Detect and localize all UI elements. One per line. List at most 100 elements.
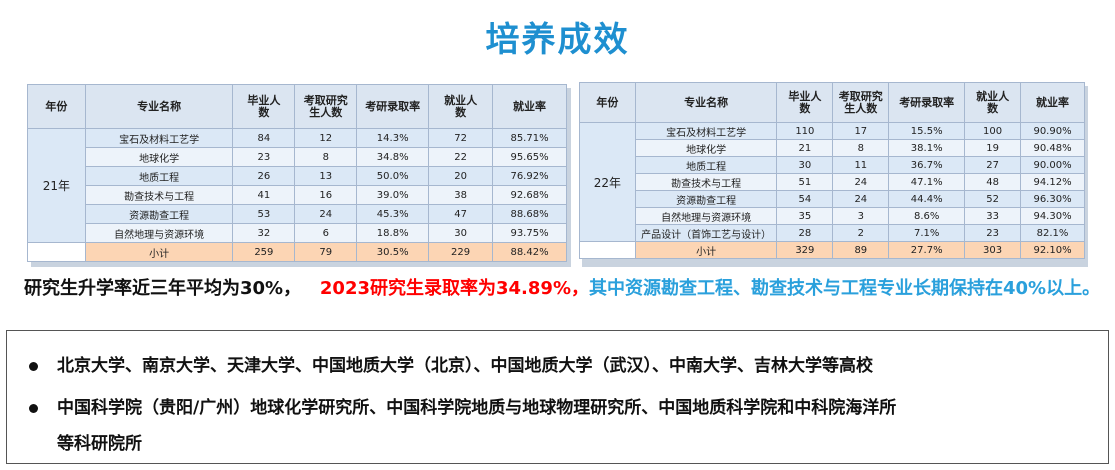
- employment-table-2022: 年份 专业名称 毕业人数 考取研究生人数 考研录取率 就业人数 就业率 22年宝…: [579, 82, 1085, 259]
- value-cell: 90.00%: [1020, 156, 1085, 174]
- value-cell: 30: [776, 156, 834, 174]
- header-postgrad-rate: 考研录取率: [356, 84, 430, 129]
- major-name-cell: 产品设计（首饰工艺与设计）: [634, 224, 778, 242]
- value-cell: 11: [832, 156, 890, 174]
- value-cell: 8: [832, 139, 890, 157]
- value-cell: 76.92%: [492, 166, 567, 186]
- value-cell: 34.8%: [356, 147, 430, 167]
- major-name-cell: 自然地理与资源环境: [634, 207, 778, 225]
- table-row: 自然地理与资源环境 32 6 18.8% 30 93.75%: [28, 223, 567, 243]
- subtotal-value: 79: [294, 242, 358, 262]
- table-row: 22年 宝石及材料工艺学 110 17 15.5% 100 90.90%: [579, 122, 1085, 242]
- major-name-cell: 资源勘查工程: [84, 204, 234, 224]
- value-cell: 35: [776, 207, 834, 225]
- value-cell: 6: [294, 223, 358, 243]
- value-cell: 41: [232, 185, 296, 205]
- value-cell: 12: [294, 128, 358, 148]
- year-cell: 22年: [579, 122, 636, 242]
- value-cell: 94.12%: [1020, 173, 1085, 191]
- destination-universities: 北京大学、南京大学、天津大学、中国地质大学（北京）、中国地质大学（武汉）、中南大…: [57, 356, 873, 376]
- subtotal-value: 89: [832, 241, 890, 259]
- subtotal-label: 小计: [634, 241, 778, 259]
- table-row: 勘查技术与工程 51 24 47.1% 48 94.12%: [580, 173, 1085, 191]
- page-title: 培养成效: [485, 20, 630, 60]
- value-cell: 47.1%: [888, 173, 966, 191]
- subtotal-value: 259: [232, 242, 296, 262]
- table-row: 资源勘查工程 53 24 45.3% 47 88.68%: [28, 204, 567, 224]
- blank-cell: [579, 241, 636, 259]
- value-cell: 45.3%: [356, 204, 430, 224]
- value-cell: 92.68%: [492, 185, 567, 205]
- value-cell: 33: [964, 207, 1022, 225]
- value-cell: 85.71%: [492, 128, 567, 148]
- bullet-dot: [29, 404, 38, 413]
- value-cell: 82.1%: [1020, 224, 1085, 242]
- header-year: 年份: [27, 84, 86, 129]
- header-postgrad-count: 考取研究生人数: [294, 84, 358, 129]
- value-cell: 22: [428, 147, 494, 167]
- value-cell: 48: [964, 173, 1022, 191]
- value-cell: 8.6%: [888, 207, 966, 225]
- subtotal-label: 小计: [84, 242, 234, 262]
- header-major: 专业名称: [84, 84, 234, 129]
- value-cell: 47: [428, 204, 494, 224]
- header-postgrad-count: 考取研究生人数: [832, 82, 890, 123]
- value-cell: 7.1%: [888, 224, 966, 242]
- major-name-cell: 地球化学: [634, 139, 778, 157]
- value-cell: 21: [776, 139, 834, 157]
- subtotal-value: 27.7%: [888, 241, 966, 259]
- summary-long-term: 其中资源勘查工程、勘查技术与工程专业长期保持在40%以上。: [588, 278, 1101, 299]
- subtotal-value: 303: [964, 241, 1022, 259]
- value-cell: 52: [964, 190, 1022, 208]
- major-name-cell: 地球化学: [84, 147, 234, 167]
- value-cell: 95.65%: [492, 147, 567, 167]
- header-graduates: 毕业人数: [232, 84, 296, 129]
- value-cell: 16: [294, 185, 358, 205]
- major-name-cell: 勘查技术与工程: [84, 185, 234, 205]
- header-postgrad-rate: 考研录取率: [888, 82, 966, 123]
- subtotal-value: 88.42%: [492, 242, 567, 262]
- value-cell: 51: [776, 173, 834, 191]
- header-employed: 就业人数: [964, 82, 1022, 123]
- destination-institutes-cont: 等科研院所: [57, 434, 142, 454]
- header-year: 年份: [579, 82, 636, 123]
- major-name-cell: 宝石及材料工艺学: [84, 128, 234, 148]
- value-cell: 2: [832, 224, 890, 242]
- value-cell: 72: [428, 128, 494, 148]
- table-row: 21年 宝石及材料工艺学 84 12 14.3% 72 85.71%: [27, 128, 567, 243]
- value-cell: 94.30%: [1020, 207, 1085, 225]
- summary-2023-rate: 2023研究生录取率为34.89%，: [319, 278, 589, 299]
- table-row: 产品设计（首饰工艺与设计） 28 2 7.1% 23 82.1%: [580, 224, 1085, 242]
- table-row: 自然地理与资源环境 35 3 8.6% 33 94.30%: [580, 207, 1085, 225]
- subtotal-value: 329: [776, 241, 834, 259]
- value-cell: 90.90%: [1020, 122, 1085, 140]
- subtotal-value: 30.5%: [356, 242, 430, 262]
- employment-table-2021: 年份 专业名称 毕业人数 考取研究生人数 考研录取率 就业人数 就业率 21年宝…: [27, 84, 567, 262]
- value-cell: 26: [232, 166, 296, 186]
- subtotal-row: 小计 329 89 27.7% 303 92.10%: [579, 241, 1085, 259]
- value-cell: 24: [832, 190, 890, 208]
- summary-average-rate: 研究生升学率近三年平均为30%，: [24, 278, 302, 299]
- summary-text: 研究生升学率近三年平均为30%， 2023研究生录取率为34.89%，其中资源勘…: [24, 277, 1104, 301]
- value-cell: 110: [776, 122, 834, 140]
- value-cell: 24: [832, 173, 890, 191]
- table-row: 地质工程 30 11 36.7% 27 90.00%: [580, 156, 1085, 174]
- destinations-box: 北京大学、南京大学、天津大学、中国地质大学（北京）、中国地质大学（武汉）、中南大…: [6, 330, 1109, 464]
- value-cell: 18.8%: [356, 223, 430, 243]
- value-cell: 14.3%: [356, 128, 430, 148]
- value-cell: 84: [232, 128, 296, 148]
- table-row: 地球化学 23 8 34.8% 22 95.65%: [28, 147, 567, 167]
- table-row: 勘查技术与工程 41 16 39.0% 38 92.68%: [28, 185, 567, 205]
- table-row: 地球化学 21 8 38.1% 19 90.48%: [580, 139, 1085, 157]
- value-cell: 17: [832, 122, 890, 140]
- value-cell: 28: [776, 224, 834, 242]
- blank-cell: [27, 242, 86, 262]
- value-cell: 3: [832, 207, 890, 225]
- subtotal-value: 229: [428, 242, 494, 262]
- major-name-cell: 地质工程: [84, 166, 234, 186]
- header-employment-rate: 就业率: [1020, 82, 1085, 123]
- value-cell: 53: [232, 204, 296, 224]
- value-cell: 13: [294, 166, 358, 186]
- value-cell: 20: [428, 166, 494, 186]
- header-major: 专业名称: [634, 82, 778, 123]
